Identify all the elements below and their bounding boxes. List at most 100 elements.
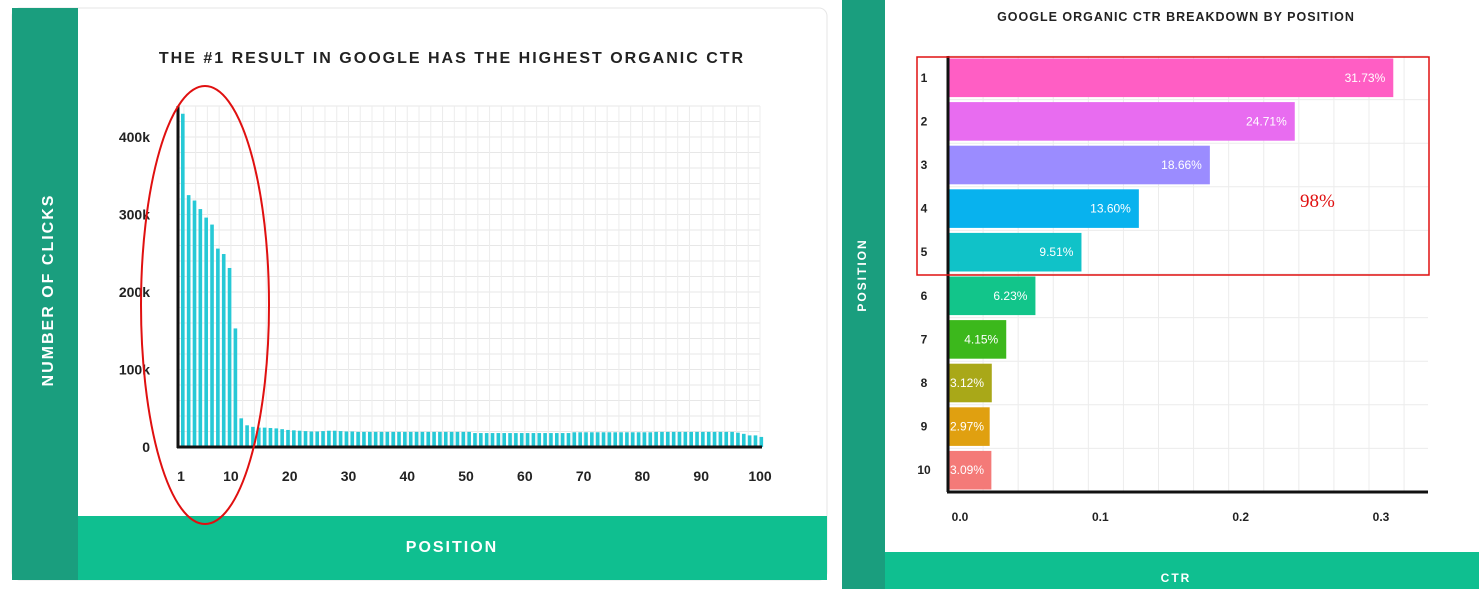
left-bar [701,431,705,447]
left-chart: THE #1 RESULT IN GOOGLE HAS THE HIGHEST … [11,7,828,581]
right-tick-labels: 1 2 3 4 5 6 7 8 9 10 0.0 0.1 0.2 0.3 [917,71,1389,524]
left-bar [671,431,676,447]
left-bar [537,433,542,447]
right-bar [948,407,990,446]
left-bar [403,431,407,447]
left-bar [554,433,559,447]
left-x-tick-label: 80 [635,468,651,484]
left-bar [297,430,302,447]
left-bar [245,425,249,447]
left-x-tick-label: 40 [399,468,415,484]
left-bar [280,429,284,447]
left-bar [461,431,466,447]
left-bar [578,432,582,447]
left-bar [683,431,688,447]
left-bar [420,431,425,447]
left-bar [636,432,641,447]
left-bar [607,432,612,447]
right-y-tick-label: 10 [917,463,931,477]
left-bar [414,431,419,447]
right-chart: GOOGLE ORGANIC CTR BREAKDOWN BY POSITION… [842,0,1479,589]
left-bar [391,431,395,447]
right-y-tick-label: 9 [921,420,928,434]
left-bar [303,431,308,447]
right-bar-value-label: 2.97% [950,420,984,434]
left-x-tick-label: 30 [341,468,357,484]
right-bar-value-label: 9.51% [1039,245,1073,259]
left-y-tick-label: 0 [142,439,150,455]
left-x-tick-label: 90 [693,468,709,484]
left-bar [753,435,758,447]
left-bar [332,430,337,447]
left-bar [508,433,512,447]
left-bar [192,200,197,447]
left-y-tick-label: 400k [119,129,150,145]
right-y-tick-label: 8 [921,376,928,390]
red-highlight-ellipse [140,85,270,525]
right-bar [948,102,1295,141]
left-bar [449,431,454,447]
right-bar-value-label: 6.23% [993,289,1027,303]
left-bar [233,328,238,447]
right-bar [948,58,1394,98]
left-bar [706,431,711,447]
right-y-tick-label: 7 [921,332,928,346]
left-bar [216,248,220,447]
left-bar [566,433,571,447]
left-bar [362,431,366,447]
right-bar [948,276,1036,316]
right-axes [946,56,1428,494]
right-chart-title: GOOGLE ORGANIC CTR BREAKDOWN BY POSITION [997,10,1355,24]
left-bar [467,431,471,447]
right-x-tick-label: 0.0 [952,510,969,524]
left-bar [724,431,729,447]
right-bar [948,145,1210,185]
right-x-tick-label: 0.2 [1232,510,1249,524]
left-bar [338,431,343,447]
left-bar [367,431,372,447]
left-bar [747,435,752,447]
left-bar [239,418,244,447]
left-bar [514,433,518,447]
left-bar [519,433,524,447]
left-bar [268,428,273,447]
x-axis-band [78,516,827,580]
left-bar [712,431,717,447]
left-bar [356,431,360,447]
left-bar [274,428,279,447]
left-bar [730,431,734,447]
left-bar [642,432,647,447]
left-bar [718,431,723,447]
left-bar [595,432,600,447]
right-bar-value-label: 31.73% [1345,71,1386,85]
left-bar [660,431,664,447]
left-bar [619,432,623,447]
right-bar [948,232,1082,272]
left-x-tick-label: 1 [177,468,185,484]
left-bar [584,432,588,447]
right-bar [948,363,992,403]
left-y-axis-title: NUMBER OF CLICKS [40,194,57,387]
left-chart-title: THE #1 RESULT IN GOOGLE HAS THE HIGHEST … [159,50,745,67]
left-bar [759,436,764,447]
left-y-tick-label: 300k [119,207,150,223]
left-bar [654,431,658,447]
left-bar [741,433,746,447]
left-axes [176,106,762,449]
left-bar [256,427,261,447]
left-x-tick-label: 50 [458,468,474,484]
right-bar-value-label: 13.60% [1090,202,1131,216]
left-x-axis-title: POSITION [406,539,498,556]
left-gridlines [178,105,761,447]
left-bar [210,224,214,447]
right-x-axis-band [885,552,1479,589]
left-x-tick-label: 70 [576,468,592,484]
right-bars: 31.73% 24.71% 18.66% 13.60% 9.51% 6.23% 4.15% 3… [948,58,1394,490]
left-bar [344,431,349,447]
left-bar [408,431,413,447]
right-bar-value-label: 4.15% [964,332,998,346]
left-bar [315,431,320,447]
left-bar [590,432,594,447]
left-bar [695,431,699,447]
right-y-tick-label: 4 [921,202,928,216]
